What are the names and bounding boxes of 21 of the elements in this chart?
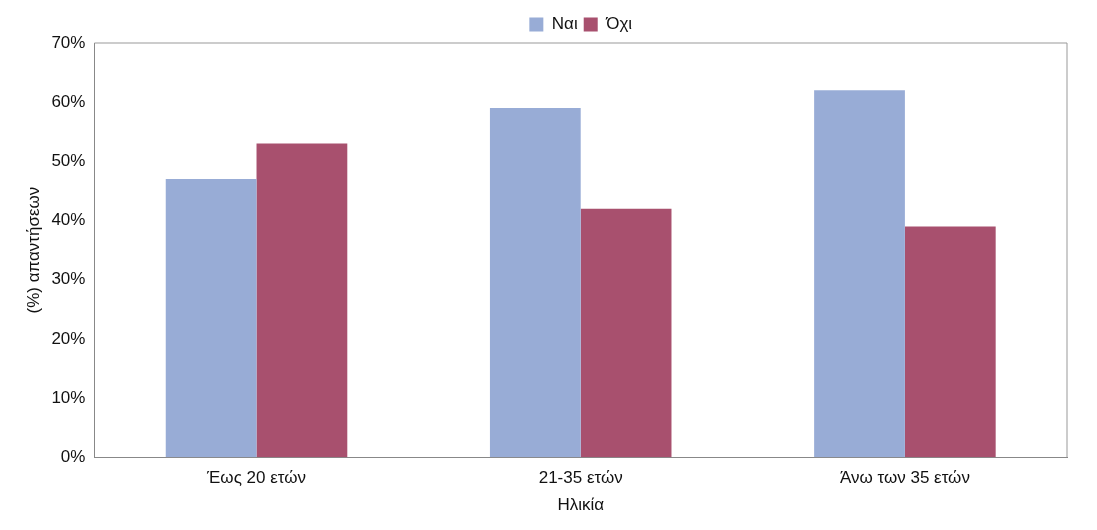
y-tick-label: 50% — [51, 151, 86, 171]
x-axis-title: Ηλικία — [557, 495, 605, 515]
bar — [904, 226, 996, 458]
legend-label: Ναι — [551, 14, 578, 34]
y-tick-label: 30% — [51, 269, 86, 289]
y-tick-label: 10% — [51, 387, 86, 407]
y-tick-label: 0% — [60, 446, 86, 466]
x-tick-label: 21-35 ετών — [538, 468, 623, 488]
y-tick-label: 70% — [51, 32, 86, 52]
x-tick-label: Άνω των 35 ετών — [839, 468, 970, 488]
y-tick-label: 40% — [51, 210, 86, 230]
y-tick-label: 20% — [51, 328, 86, 348]
legend-label: Όχι — [605, 14, 633, 34]
bar — [489, 108, 581, 458]
bar — [814, 90, 905, 458]
bar — [256, 143, 348, 458]
x-tick-label: Έως 20 ετών — [206, 468, 307, 488]
bar — [165, 179, 257, 458]
y-tick-label: 60% — [51, 91, 86, 111]
bar — [580, 208, 672, 458]
y-axis-title: (%) απαντήσεων — [23, 186, 43, 314]
